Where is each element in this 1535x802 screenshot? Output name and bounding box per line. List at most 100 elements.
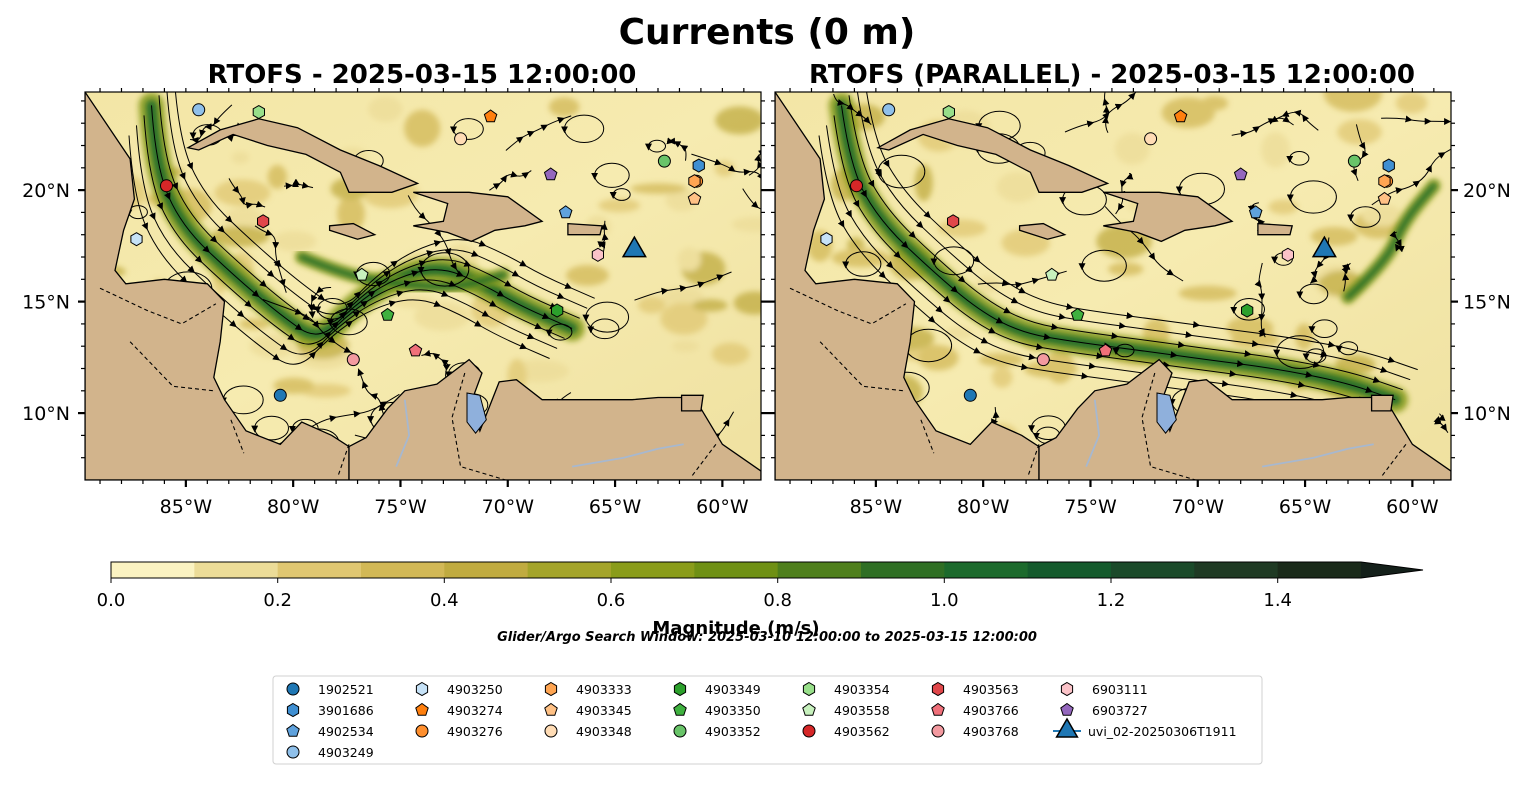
legend-marker-4903563 (931, 681, 945, 697)
land (1038, 358, 1451, 480)
legend-label: 4903562 (834, 724, 890, 739)
country-border (230, 419, 245, 454)
legend-label: uvi_02-20250306T1911 (1088, 724, 1237, 739)
colorbar-extend-arrow (1361, 562, 1423, 578)
legend-label: 4903274 (447, 703, 503, 718)
legend-label: 4902534 (318, 724, 374, 739)
marker-4903768 (1036, 353, 1050, 367)
marker-4903249 (882, 103, 896, 117)
colorbar-bin (444, 562, 529, 578)
land (876, 118, 1110, 193)
colorbar-bin (777, 562, 862, 578)
legend-marker-4903350 (673, 702, 687, 716)
marker-4903333 (1378, 174, 1391, 189)
x-tick-label: 80°W (957, 496, 1010, 518)
colorbar-bin (361, 562, 445, 578)
legend-marker-4903562 (802, 724, 816, 738)
marker-6903727 (1233, 167, 1248, 181)
marker-4903352 (657, 154, 671, 168)
legend-marker-4903274 (415, 702, 429, 716)
legend-label: 1902521 (318, 682, 374, 697)
colorbar-tick-label: 0.0 (97, 590, 126, 611)
y-tick-label-right: 20°N (1463, 180, 1511, 202)
marker-3901686 (692, 158, 705, 173)
colorbar-bin (277, 562, 362, 578)
marker-4903348 (1144, 132, 1158, 146)
colorbar: 0.0 0.2 0.4 0.6 0.8 1.0 1.2 1.4 (97, 561, 1424, 611)
legend-label: 4903350 (705, 703, 761, 718)
country-border (1141, 372, 1196, 480)
marker-6903727 (543, 167, 558, 181)
search-window-note: Glider/Argo Search Window: 2025-03-10 12… (497, 630, 1037, 645)
colorbar-bin (861, 562, 945, 578)
legend-marker-4903558 (802, 702, 816, 716)
marker-1902521 (273, 388, 287, 402)
map-frame (84, 91, 762, 481)
x-tick-label: 65°W (1279, 496, 1332, 518)
legend-label: 4903249 (318, 745, 374, 760)
legend-marker-4903766 (931, 702, 945, 716)
country-border (451, 372, 506, 480)
legend-label: 4903345 (576, 703, 632, 718)
x-tick-label: 75°W (1064, 496, 1117, 518)
figure-title: Currents (0 m) (619, 12, 916, 53)
marker-4903274 (483, 109, 498, 123)
marker-6903111 (591, 247, 604, 262)
legend-label: 4903766 (963, 703, 1019, 718)
colorbar-outline (110, 561, 1424, 579)
lake-maracaibo (1156, 392, 1177, 435)
legend-marker-4903250 (415, 681, 429, 697)
land (413, 191, 544, 243)
colorbar-bin (194, 562, 279, 578)
legend-label: 4903558 (834, 703, 890, 718)
map-panel-rtofs (81, 88, 765, 484)
country-border (99, 287, 217, 325)
legend-marker-4903768 (931, 724, 945, 738)
legend-label: 4903349 (705, 682, 761, 697)
panel-title-left: RTOFS - 2025-03-15 12:00:00 (208, 60, 637, 90)
marker-4903250 (130, 232, 143, 247)
y-tick-label-right: 10°N (1463, 403, 1511, 425)
country-border (789, 287, 907, 325)
legend-marker-6903727 (1060, 702, 1074, 716)
legend-marker-uvi_02-20250306T1911 (1055, 717, 1079, 738)
legend-marker-4903249 (286, 745, 300, 759)
colorbar-bin (944, 562, 1029, 578)
marker-4903345 (687, 191, 702, 205)
marker-4903249 (192, 103, 206, 117)
marker-6903111 (1281, 247, 1294, 262)
legend-marker-4903349 (673, 681, 687, 697)
marker-4903352 (1347, 154, 1361, 168)
colorbar-tick-label: 1.2 (1097, 590, 1126, 611)
river (395, 399, 411, 467)
colorbar-bin (111, 562, 195, 578)
x-tick-label: 70°W (1172, 496, 1225, 518)
land (328, 222, 377, 240)
legend-label: 4903352 (705, 724, 761, 739)
land (1257, 222, 1294, 236)
legend-marker-4902534 (286, 723, 300, 737)
land (1370, 394, 1394, 412)
marker-3901686 (1382, 158, 1395, 173)
marker-4903766 (1098, 343, 1113, 357)
legend-marker-4903348 (544, 724, 558, 738)
colorbar-tick-label: 1.4 (1263, 590, 1292, 611)
land (567, 222, 604, 236)
legend-marker-4903333 (544, 681, 558, 697)
colorbar-tick-label: 0.2 (263, 590, 292, 611)
country-border (920, 419, 935, 454)
marker-4903354 (252, 105, 265, 120)
map-panel-rtofs-parallel (771, 88, 1455, 484)
colorbar-tick-label: 0.6 (597, 590, 626, 611)
legend-marker-6903111 (1060, 681, 1074, 697)
legend-label: 6903111 (1092, 682, 1148, 697)
lake-maracaibo (466, 392, 487, 435)
colorbar-bin (1277, 562, 1362, 578)
legend-label: 4903354 (834, 682, 890, 697)
marker-4903768 (346, 353, 360, 367)
marker-4903250 (820, 232, 833, 247)
marker-4903354 (942, 105, 955, 120)
river (1261, 443, 1374, 468)
marker-4903558 (355, 267, 369, 281)
